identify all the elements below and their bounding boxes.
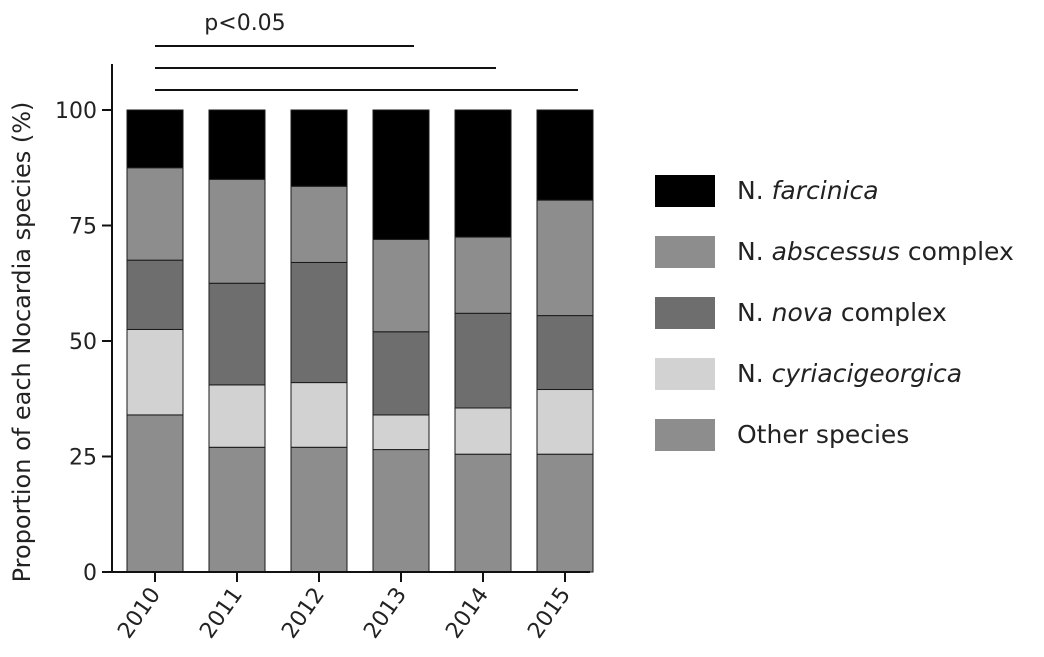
bar-segment xyxy=(208,384,266,448)
bar-segment xyxy=(290,261,348,384)
legend-swatch xyxy=(655,235,715,268)
legend-swatch xyxy=(655,418,715,451)
legend-label: Other species xyxy=(737,420,910,449)
bar-segment xyxy=(454,109,512,238)
x-tick-label: 2011 xyxy=(195,583,248,643)
bar-segment xyxy=(372,414,430,451)
bar-segment xyxy=(290,446,348,573)
bars-group xyxy=(126,109,594,573)
legend-swatch xyxy=(655,174,715,207)
bar-segment xyxy=(126,109,184,169)
x-tick-label: 2010 xyxy=(113,583,166,643)
y-tick-label: 0 xyxy=(83,561,97,586)
bar-segment xyxy=(536,453,594,573)
legend-label: N. nova complex xyxy=(737,298,947,327)
y-tick-label: 75 xyxy=(69,215,97,240)
bar-segment xyxy=(126,167,184,261)
bar-segment xyxy=(372,449,430,573)
legend-item-other: Other species xyxy=(655,404,1014,465)
bar-segment xyxy=(454,407,512,455)
y-tick-label: 25 xyxy=(69,446,97,471)
bar-segment xyxy=(126,328,184,416)
bar-segment xyxy=(208,282,266,386)
bar-segment xyxy=(536,315,594,391)
y-tick-label: 100 xyxy=(55,99,97,124)
legend-label: N. abscessus complex xyxy=(737,237,1014,266)
bar-segment xyxy=(290,185,348,263)
legend-label: N. farcinica xyxy=(737,176,879,205)
bar-segment xyxy=(290,382,348,448)
bar-segment xyxy=(208,109,266,180)
bar-segment xyxy=(454,312,512,409)
bar-segment xyxy=(536,109,594,201)
significance-group: p<0.05 xyxy=(155,11,578,91)
bar-segment xyxy=(536,199,594,317)
bar-segment xyxy=(126,259,184,330)
bar-segment xyxy=(208,178,266,284)
legend-item-farcinica: N. farcinica xyxy=(655,160,1014,221)
bar-segment xyxy=(208,446,266,573)
bar-segment xyxy=(454,453,512,573)
legend-swatch xyxy=(655,357,715,390)
legend-swatch xyxy=(655,296,715,329)
bar-segment xyxy=(536,389,594,455)
bar-segment xyxy=(372,109,430,240)
legend-item-cyriacigeorgica: N. cyriacigeorgica xyxy=(655,343,1014,404)
bar-segment xyxy=(372,238,430,333)
significance-label: p<0.05 xyxy=(204,11,285,36)
x-tick-label: 2015 xyxy=(523,583,576,643)
bar-segment xyxy=(290,109,348,187)
legend-item-nova: N. nova complex xyxy=(655,282,1014,343)
x-tick-label: 2013 xyxy=(359,583,412,643)
bar-segment xyxy=(372,331,430,416)
x-tick-label: 2014 xyxy=(441,583,494,643)
y-axis-label: Proportion of each Nocardia species (%) xyxy=(8,102,36,583)
bar-segment xyxy=(126,414,184,573)
legend-label: N. cyriacigeorgica xyxy=(737,359,963,388)
x-tick-label: 2012 xyxy=(277,583,330,643)
legend: N. farcinica N. abscessus complex N. nov… xyxy=(655,160,1014,465)
legend-item-abscessus: N. abscessus complex xyxy=(655,221,1014,282)
y-tick-label: 50 xyxy=(69,330,97,355)
bar-segment xyxy=(454,236,512,314)
